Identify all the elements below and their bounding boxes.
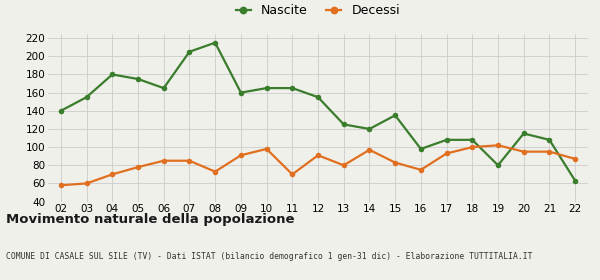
- Nascite: [392, 114, 399, 117]
- Decessi: [212, 170, 219, 173]
- Decessi: [314, 154, 322, 157]
- Nascite: [57, 109, 64, 113]
- Nascite: [572, 179, 579, 182]
- Decessi: [417, 168, 424, 171]
- Decessi: [392, 161, 399, 164]
- Decessi: [57, 184, 64, 187]
- Nascite: [520, 132, 527, 135]
- Nascite: [494, 164, 502, 167]
- Nascite: [263, 87, 270, 90]
- Decessi: [289, 173, 296, 176]
- Decessi: [494, 144, 502, 147]
- Nascite: [546, 138, 553, 141]
- Decessi: [134, 165, 142, 169]
- Decessi: [160, 159, 167, 162]
- Line: Nascite: Nascite: [58, 40, 578, 183]
- Text: COMUNE DI CASALE SUL SILE (TV) - Dati ISTAT (bilancio demografico 1 gen-31 dic) : COMUNE DI CASALE SUL SILE (TV) - Dati IS…: [6, 252, 533, 261]
- Nascite: [160, 87, 167, 90]
- Legend: Nascite, Decessi: Nascite, Decessi: [236, 4, 400, 17]
- Nascite: [366, 127, 373, 131]
- Nascite: [237, 91, 244, 94]
- Decessi: [109, 173, 116, 176]
- Decessi: [366, 148, 373, 151]
- Nascite: [417, 147, 424, 151]
- Nascite: [289, 87, 296, 90]
- Decessi: [520, 150, 527, 153]
- Nascite: [314, 95, 322, 99]
- Decessi: [186, 159, 193, 162]
- Decessi: [83, 182, 90, 185]
- Nascite: [83, 95, 90, 99]
- Nascite: [212, 41, 219, 44]
- Decessi: [340, 164, 347, 167]
- Nascite: [469, 138, 476, 141]
- Text: Movimento naturale della popolazione: Movimento naturale della popolazione: [6, 213, 295, 226]
- Nascite: [443, 138, 450, 141]
- Nascite: [134, 77, 142, 81]
- Nascite: [109, 73, 116, 76]
- Decessi: [572, 157, 579, 161]
- Decessi: [469, 145, 476, 149]
- Decessi: [546, 150, 553, 153]
- Nascite: [340, 123, 347, 126]
- Decessi: [263, 147, 270, 151]
- Nascite: [186, 50, 193, 53]
- Decessi: [237, 154, 244, 157]
- Line: Decessi: Decessi: [58, 143, 578, 188]
- Decessi: [443, 152, 450, 155]
